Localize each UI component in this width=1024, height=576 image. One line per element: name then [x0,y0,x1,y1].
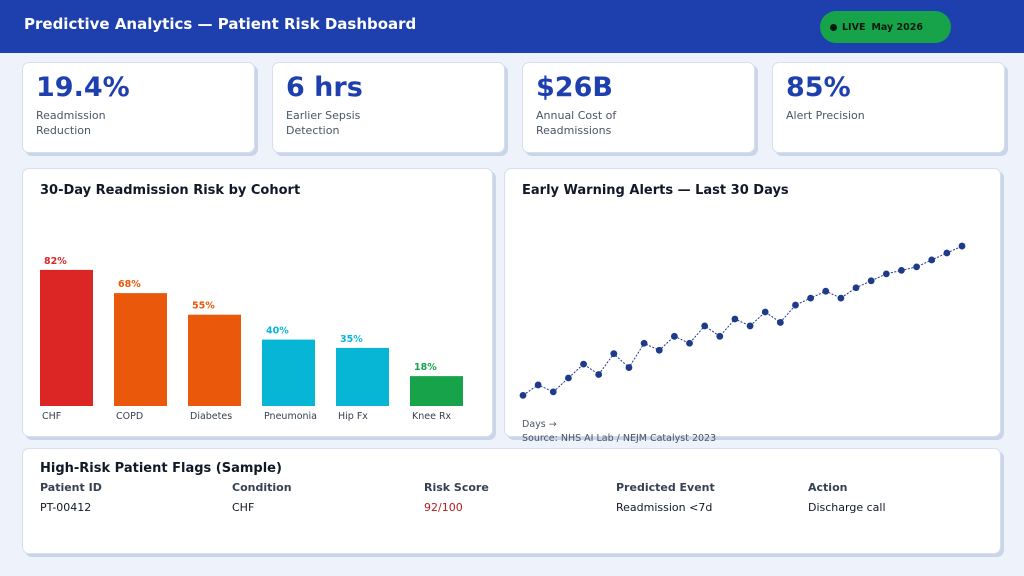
alerts-data-point [716,332,724,340]
bar-value-label: 40% [266,326,289,337]
column-header-condition: Condition [232,481,292,494]
bar-hip-fx [336,347,389,406]
source-note: Source: NHS AI Lab / NEJM Catalyst 2023 [522,433,717,444]
alerts-data-point [807,294,815,302]
bar-knee-rx [410,376,463,406]
live-date: May 2026 [871,21,923,33]
column-header-patient-id: Patient ID [40,481,102,494]
bar-value-label: 35% [340,334,363,345]
kpi-label: Annual Cost of Readmissions [536,109,617,137]
bar-value-label: 82% [44,256,67,267]
page-title: Predictive Analytics — Patient Risk Dash… [24,15,417,33]
alerts-data-point [595,371,603,378]
alerts-data-point [898,266,905,274]
early-warning-chart-panel: Early Warning Alerts — Last 30 Days Days… [504,168,1001,444]
bar-category-label: Hip Fx [338,411,368,422]
column-header-predicted-event: Predicted Event [616,481,715,494]
alerts-data-point [580,360,587,368]
alerts-data-point [761,308,769,316]
bar-value-label: 55% [192,301,215,312]
alerts-data-point [519,391,527,399]
alerts-data-point [565,374,572,382]
early-warning-line-chart [519,242,966,399]
bar-category-label: Diabetes [190,411,232,422]
alerts-data-point [549,388,557,396]
alerts-data-point [655,346,663,354]
alerts-data-point [746,322,754,330]
bar-diabetes [188,314,241,406]
bar-category-label: COPD [116,411,143,422]
bar-category-label: CHF [42,411,61,422]
bar-copd [114,293,167,406]
high-risk-flags-panel: High-Risk Patient Flags (Sample) Patient… [22,448,1001,554]
cell-action: Discharge call [808,501,886,514]
alerts-data-point [640,339,648,347]
header-bar: Predictive Analytics — Patient Risk Dash… [0,0,1024,53]
kpi-card-readmission: 19.4% Readmission Reduction [22,62,255,153]
kpi-value: $26B [536,72,613,103]
alerts-data-point [686,339,693,347]
alerts-series-line [522,245,963,396]
kpi-value: 19.4% [36,72,130,103]
chart-title: 30-Day Readmission Risk by Cohort [40,183,301,198]
cell-patient-id: PT-00412 [40,501,92,514]
alerts-data-point [610,350,618,358]
bar-category-label: Knee Rx [412,411,452,422]
kpi-card-cost: $26B Annual Cost of Readmissions [522,62,755,153]
readmission-risk-bar-chart: 82% CHF 68% COPD 55% Diabetes 40% Pneumonia 35% H… [40,256,463,422]
live-status-badge: LIVE May 2026 [820,11,951,43]
kpi-value: 6 hrs [286,72,363,103]
kpi-label: Alert Precision [786,109,865,122]
alerts-data-point [701,322,709,330]
cell-condition: CHF [232,501,255,514]
kpi-card-precision: 85% Alert Precision [772,62,1005,153]
bar-value-label: 68% [118,279,141,290]
bar-category-label: Pneumonia [264,411,317,422]
column-header-action: Action [808,481,848,494]
alerts-data-point [913,263,920,271]
bar-pneumonia [262,339,315,406]
alerts-data-point [882,270,890,278]
alerts-data-point [625,364,633,371]
kpi-label: Readmission Reduction [36,109,106,137]
live-dot-icon [830,23,837,31]
alerts-data-point [822,287,830,295]
bar-chf [40,269,93,406]
cell-predicted-event: Readmission <7d [616,501,713,514]
alerts-data-point [792,301,799,309]
cell-risk-score: 92/100 [424,501,463,514]
alerts-data-point [670,332,678,340]
x-axis-label: Days → [522,419,557,430]
alerts-data-point [958,242,966,250]
alerts-data-point [776,319,784,326]
column-header-risk-score: Risk Score [424,481,489,494]
alerts-data-point [731,315,739,323]
alerts-data-point [867,277,875,285]
table-title: High-Risk Patient Flags (Sample) [40,461,282,476]
alerts-data-point [837,294,845,302]
readmission-risk-chart-panel: 30-Day Readmission Risk by Cohort 82% CHF… [22,168,493,437]
bar-value-label: 18% [414,362,437,373]
alerts-data-point [928,256,936,264]
chart-title: Early Warning Alerts — Last 30 Days [522,183,789,198]
alerts-data-point [943,249,951,257]
kpi-card-sepsis: 6 hrs Earlier Sepsis Detection [272,62,505,153]
live-label: LIVE [842,21,866,33]
kpi-label: Earlier Sepsis Detection [286,109,361,137]
alerts-data-point [852,284,860,292]
kpi-value: 85% [786,72,851,103]
alerts-data-point [534,381,542,389]
